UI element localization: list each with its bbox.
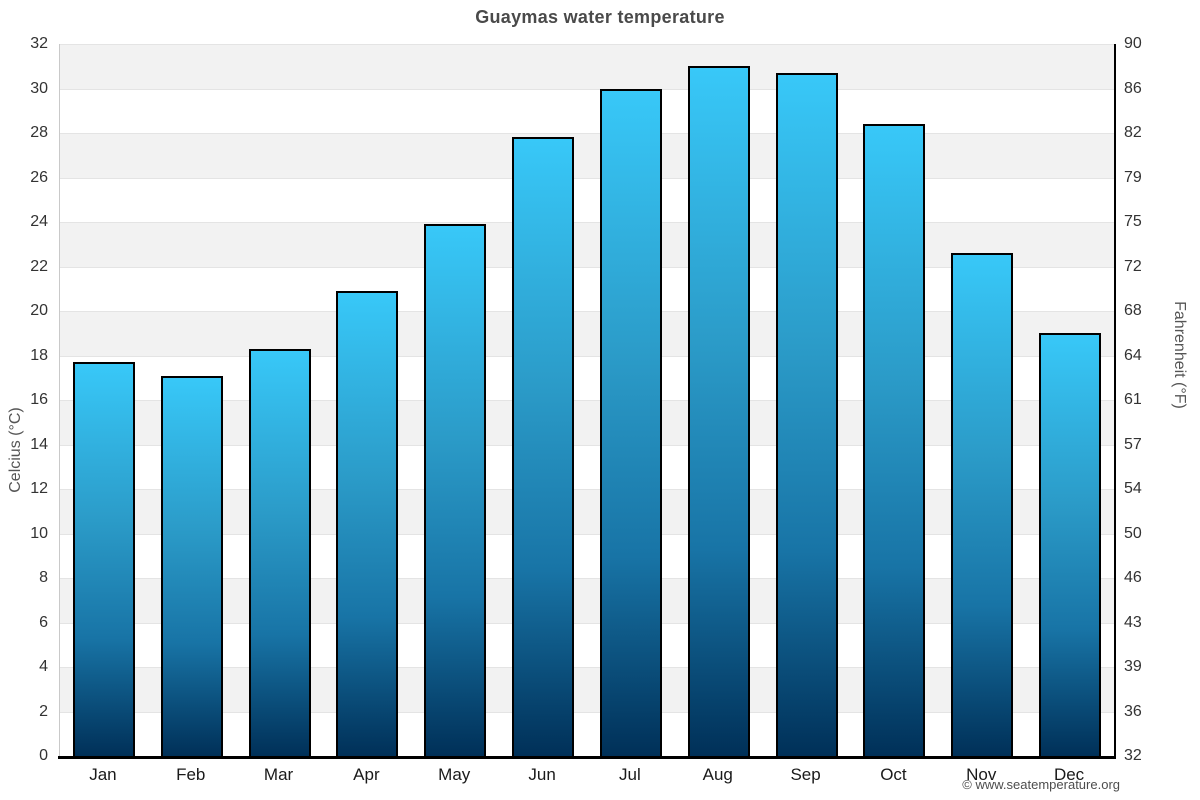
fahrenheit-tick-label: 79 <box>1124 168 1142 186</box>
month-label: Jan <box>89 765 117 784</box>
gridline <box>60 533 1114 535</box>
fahrenheit-tick-label: 43 <box>1124 613 1142 631</box>
month-label: Apr <box>353 765 380 784</box>
x-axis-line <box>58 756 1116 759</box>
grid-band <box>60 533 1114 578</box>
grid-band <box>60 667 1114 712</box>
fahrenheit-tick-label: 50 <box>1124 524 1142 542</box>
month-label: Sep <box>790 765 821 784</box>
fahrenheit-tick-label: 57 <box>1124 435 1142 453</box>
bar-nov[interactable] <box>951 253 1014 756</box>
gridline <box>60 133 1114 134</box>
month-label: Oct <box>880 765 907 784</box>
fahrenheit-tick-label: 68 <box>1124 302 1142 319</box>
gridline <box>60 266 1114 268</box>
celsius-tick-label: 0 <box>39 747 48 764</box>
month-label: Nov <box>966 765 997 784</box>
bar-mar[interactable] <box>248 348 311 756</box>
celsius-tick-label: 14 <box>30 435 48 453</box>
month-label: Jun <box>528 765 556 784</box>
month-label: Mar <box>263 765 294 784</box>
celsius-tick-label: 6 <box>39 613 48 631</box>
celsius-tick-label: 22 <box>30 257 48 275</box>
grid-band <box>60 400 1114 445</box>
month-label: Aug <box>702 765 733 784</box>
fahrenheit-tick-label: 36 <box>1124 702 1142 720</box>
celsius-tick-label: 10 <box>30 524 48 542</box>
fahrenheit-tick-label: 61 <box>1124 391 1142 408</box>
gridline <box>60 311 1114 312</box>
grid-band <box>60 711 1114 756</box>
celsius-tick-label: 8 <box>39 569 48 586</box>
bar-sep[interactable] <box>775 72 838 756</box>
bar-jul[interactable] <box>599 88 662 756</box>
grid-band <box>60 311 1114 356</box>
gridline <box>60 711 1114 713</box>
gridline <box>60 400 1114 401</box>
gridline <box>60 489 1114 490</box>
grid-band <box>60 177 1114 222</box>
grid-band <box>60 489 1114 534</box>
fahrenheit-axis-labels: 32 36 39 43 46 50 54 57 61 64 68 72 75 79 82 86 90 <box>1124 0 1184 800</box>
celsius-tick-label: 26 <box>30 168 48 186</box>
grid-band <box>60 355 1114 400</box>
fahrenheit-tick-label: 82 <box>1124 124 1142 141</box>
fahrenheit-tick-label: 46 <box>1124 569 1142 586</box>
month-label: Feb <box>176 765 206 784</box>
bar-oct[interactable] <box>863 124 926 756</box>
bar-jun[interactable] <box>512 137 575 756</box>
bar-dec[interactable] <box>1039 333 1102 756</box>
grid-band <box>60 88 1114 133</box>
month-label: Dec <box>1053 765 1085 784</box>
gridline <box>60 88 1114 90</box>
bar-aug[interactable] <box>687 66 750 756</box>
celsius-tick-label: 32 <box>30 35 48 52</box>
bar-apr[interactable] <box>336 290 399 756</box>
celsius-tick-label: 18 <box>30 346 48 364</box>
celsius-tick-label: 2 <box>39 702 48 720</box>
grid-band <box>60 578 1114 623</box>
bar-jan[interactable] <box>72 362 135 756</box>
celsius-tick-label: 16 <box>30 391 48 408</box>
fahrenheit-tick-label: 90 <box>1124 35 1142 52</box>
fahrenheit-tick-label: 32 <box>1124 747 1142 764</box>
grid-band <box>60 622 1114 667</box>
month-axis-labels: Jan Feb Mar Apr May Jun Jul Aug Sep Oct Nov Dec <box>59 763 1113 787</box>
gridline <box>60 222 1114 223</box>
grid-band <box>60 444 1114 489</box>
celsius-tick-label: 20 <box>30 302 48 319</box>
fahrenheit-tick-label: 72 <box>1124 257 1142 275</box>
celsius-axis-labels: 0 2 4 6 8 10 12 14 16 18 20 22 24 26 28 30 32 <box>0 0 48 800</box>
gridline <box>60 444 1114 446</box>
plot-area <box>59 44 1116 756</box>
celsius-tick-label: 24 <box>30 213 48 230</box>
celsius-tick-label: 4 <box>39 658 48 675</box>
celsius-tick-label: 30 <box>30 79 48 97</box>
grid-band <box>60 44 1114 89</box>
fahrenheit-tick-label: 86 <box>1124 79 1142 97</box>
gridline <box>60 667 1114 668</box>
credit-link[interactable]: © www.seatemperature.org <box>962 777 1120 792</box>
grid-band <box>60 266 1114 311</box>
gridline <box>60 578 1114 579</box>
month-label: May <box>438 765 471 784</box>
gridline <box>60 622 1114 624</box>
chart-title: Guaymas water temperature <box>475 7 725 27</box>
grid-band <box>60 133 1114 178</box>
fahrenheit-tick-label: 39 <box>1124 658 1142 675</box>
gridline <box>60 44 1114 45</box>
gridline <box>60 177 1114 179</box>
fahrenheit-tick-label: 54 <box>1124 480 1142 497</box>
month-label: Jul <box>619 765 641 784</box>
fahrenheit-tick-label: 75 <box>1124 213 1142 230</box>
bar-feb[interactable] <box>160 375 223 756</box>
bar-may[interactable] <box>424 224 487 756</box>
fahrenheit-tick-label: 64 <box>1124 346 1142 364</box>
celsius-tick-label: 28 <box>30 124 48 141</box>
gridline <box>60 355 1114 357</box>
grid-band <box>60 222 1114 267</box>
celsius-tick-label: 12 <box>30 480 48 497</box>
